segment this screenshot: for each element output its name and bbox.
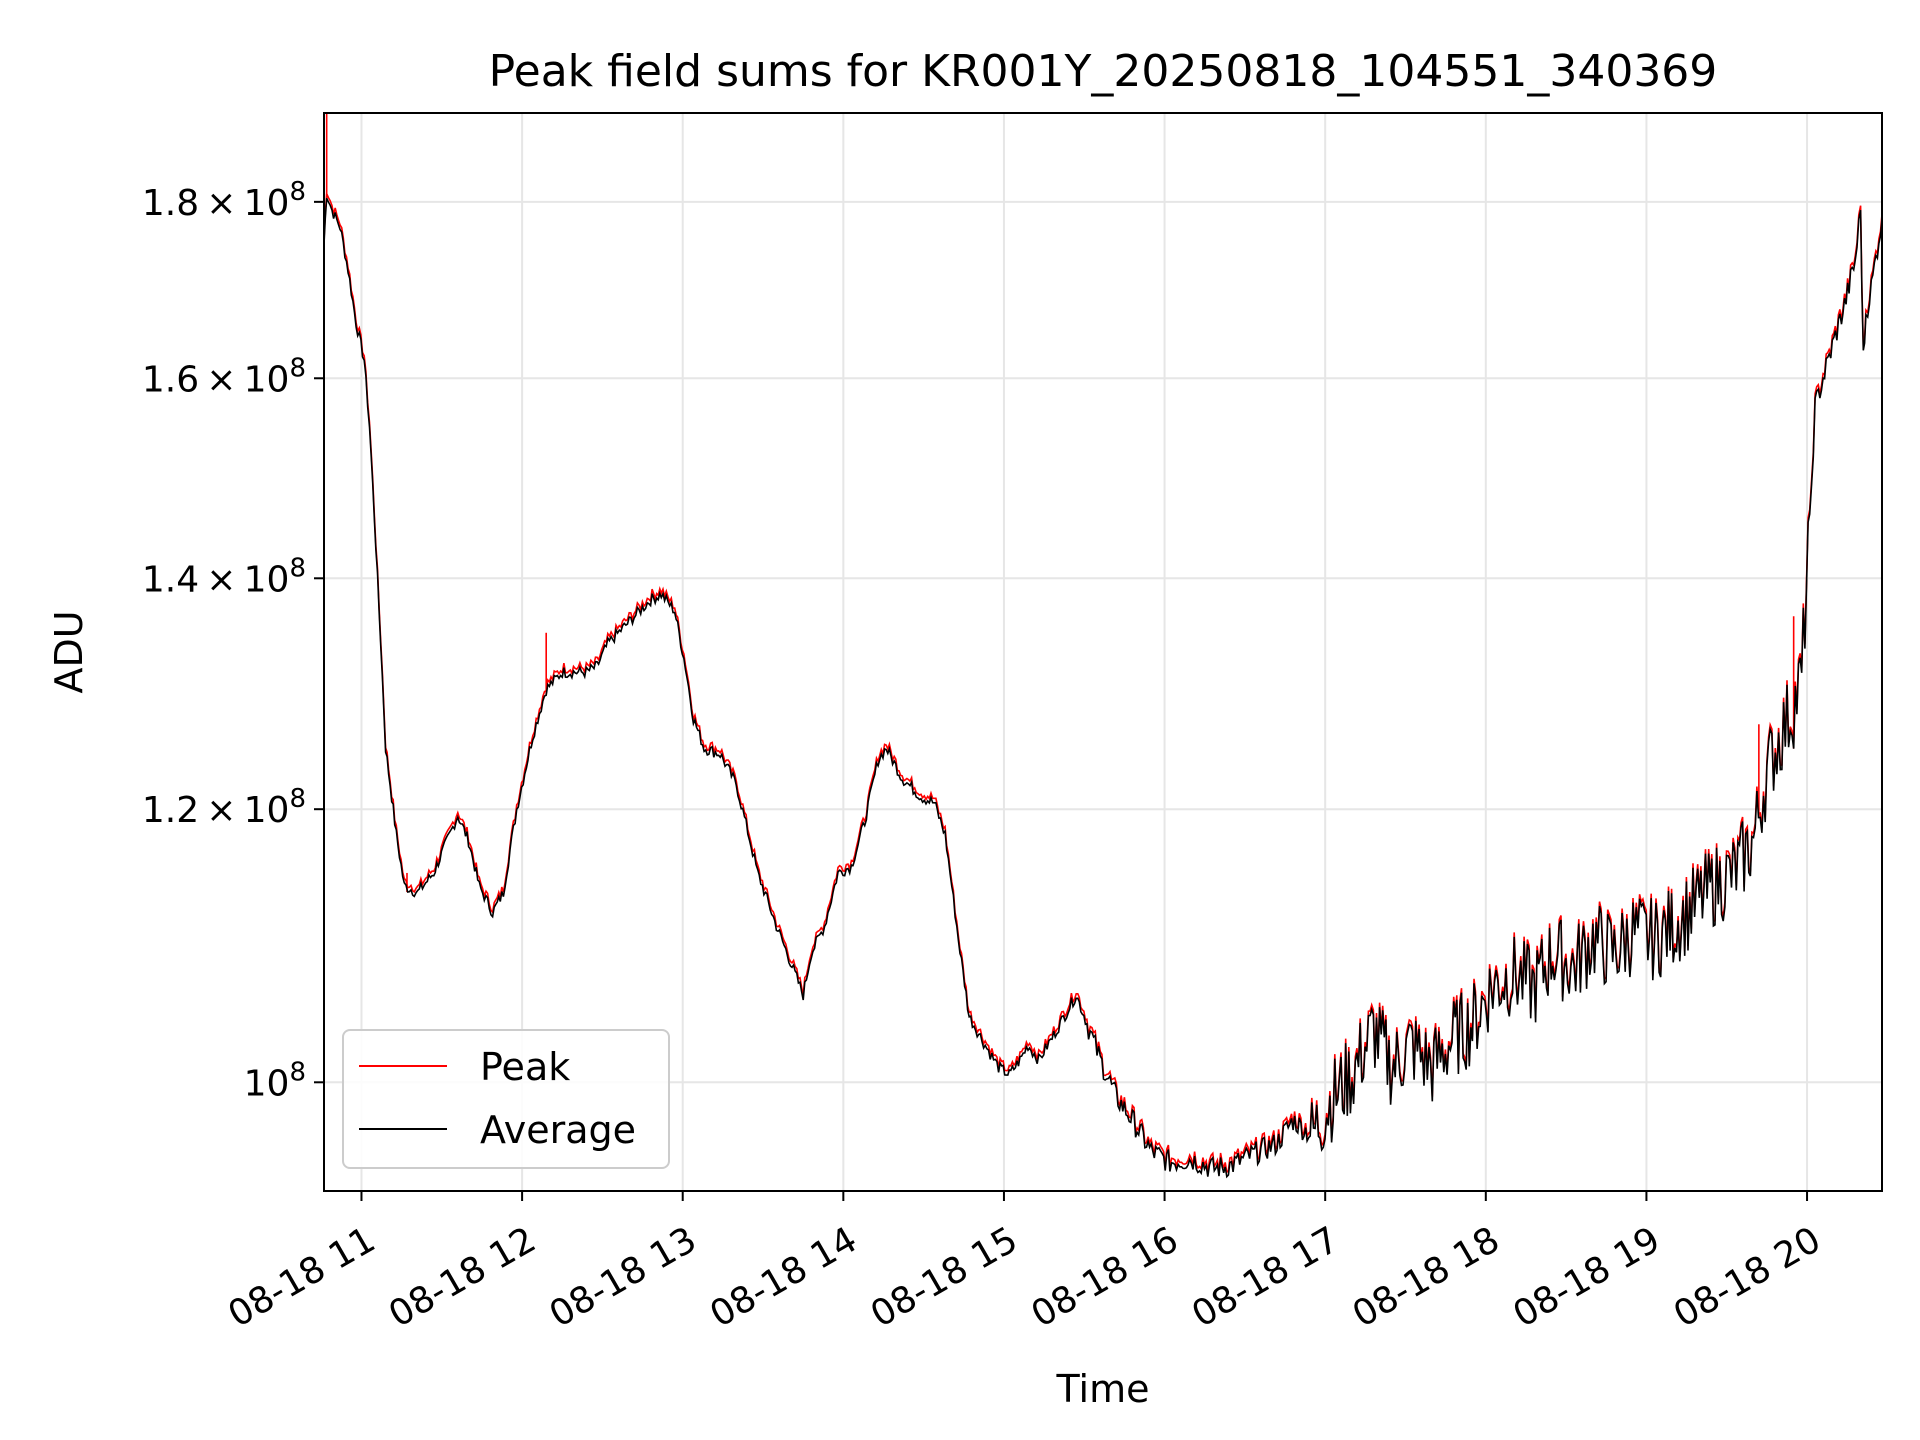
chart-title: Peak field sums for KR001Y_20250818_1045…: [489, 46, 1718, 97]
series-line-average: [324, 197, 1882, 1179]
plot-frame: [323, 112, 1883, 1192]
x-tick-label: 08-18 20: [1667, 1219, 1828, 1335]
x-tick-label: 08-18 13: [543, 1219, 704, 1335]
x-axis: 08-18 11 08-18 12 08-18 13 08-18 14 08-18 15…: [222, 1191, 1828, 1336]
legend-label-average: Average: [480, 1108, 636, 1152]
x-tick-label: 08-18 16: [1025, 1219, 1186, 1335]
x-axis-label: Time: [1056, 1367, 1150, 1411]
y-tick-label: 1.6 × 108: [142, 353, 306, 400]
legend: Peak Average: [342, 1029, 670, 1169]
x-tick-label: 08-18 14: [703, 1219, 864, 1335]
y-axis: 108 1.2 × 108 1.4 × 108 1.6 × 108 1.8 × 108: [142, 177, 324, 1104]
y-tick-label: 1.4 × 108: [142, 553, 306, 600]
x-tick-label: 08-18 12: [382, 1219, 543, 1335]
x-tick-label: 08-18 18: [1346, 1219, 1507, 1335]
series-line-peak: [324, 193, 1882, 1174]
y-tick-label: 108: [244, 1057, 306, 1104]
y-axis-label: ADU: [47, 610, 91, 693]
x-tick-label: 08-18 15: [864, 1219, 1025, 1335]
x-tick-label: 08-18 19: [1506, 1219, 1667, 1335]
legend-label-peak: Peak: [480, 1045, 570, 1089]
x-tick-label: 08-18 17: [1185, 1219, 1346, 1335]
series-layer: [324, 113, 1882, 1179]
y-tick-label: 1.8 × 108: [142, 177, 306, 224]
x-tick-label: 08-18 11: [222, 1219, 383, 1335]
legend-box: [342, 1029, 670, 1169]
y-tick-label: 1.2 × 108: [142, 784, 306, 831]
